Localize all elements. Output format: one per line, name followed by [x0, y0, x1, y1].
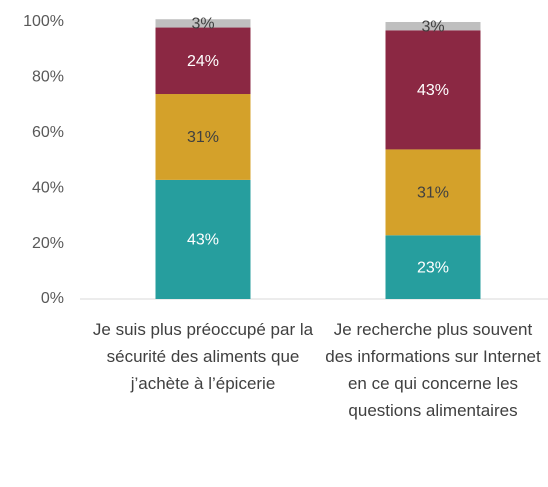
- bar-segment: [385, 235, 481, 299]
- x-tick-label: Je recherche plus souvent des informatio…: [325, 320, 541, 420]
- bar-segment: [155, 27, 251, 95]
- value-label: 43%: [417, 82, 449, 99]
- bar-segment: [155, 19, 251, 28]
- y-tick-label: 20%: [32, 235, 64, 252]
- y-tick-label: 60%: [32, 124, 64, 141]
- bar-segment: [155, 94, 251, 180]
- value-label: 43%: [187, 232, 219, 249]
- bar-segment: [385, 22, 481, 31]
- y-tick-label: 0%: [41, 290, 64, 307]
- y-tick-label: 40%: [32, 179, 64, 196]
- value-label: 31%: [187, 129, 219, 146]
- value-label: 3%: [191, 16, 214, 33]
- bar-segment: [155, 179, 251, 299]
- value-label: 23%: [417, 259, 449, 276]
- y-tick-label: 80%: [32, 69, 64, 86]
- x-tick-label: Je suis plus préoccupé par la sécurité d…: [92, 320, 314, 393]
- bar-segment: [385, 30, 481, 150]
- y-tick-label: 100%: [23, 13, 64, 30]
- value-label: 31%: [417, 185, 449, 202]
- value-label: 24%: [187, 53, 219, 70]
- bar-segment: [385, 149, 481, 236]
- value-label: 3%: [421, 18, 444, 35]
